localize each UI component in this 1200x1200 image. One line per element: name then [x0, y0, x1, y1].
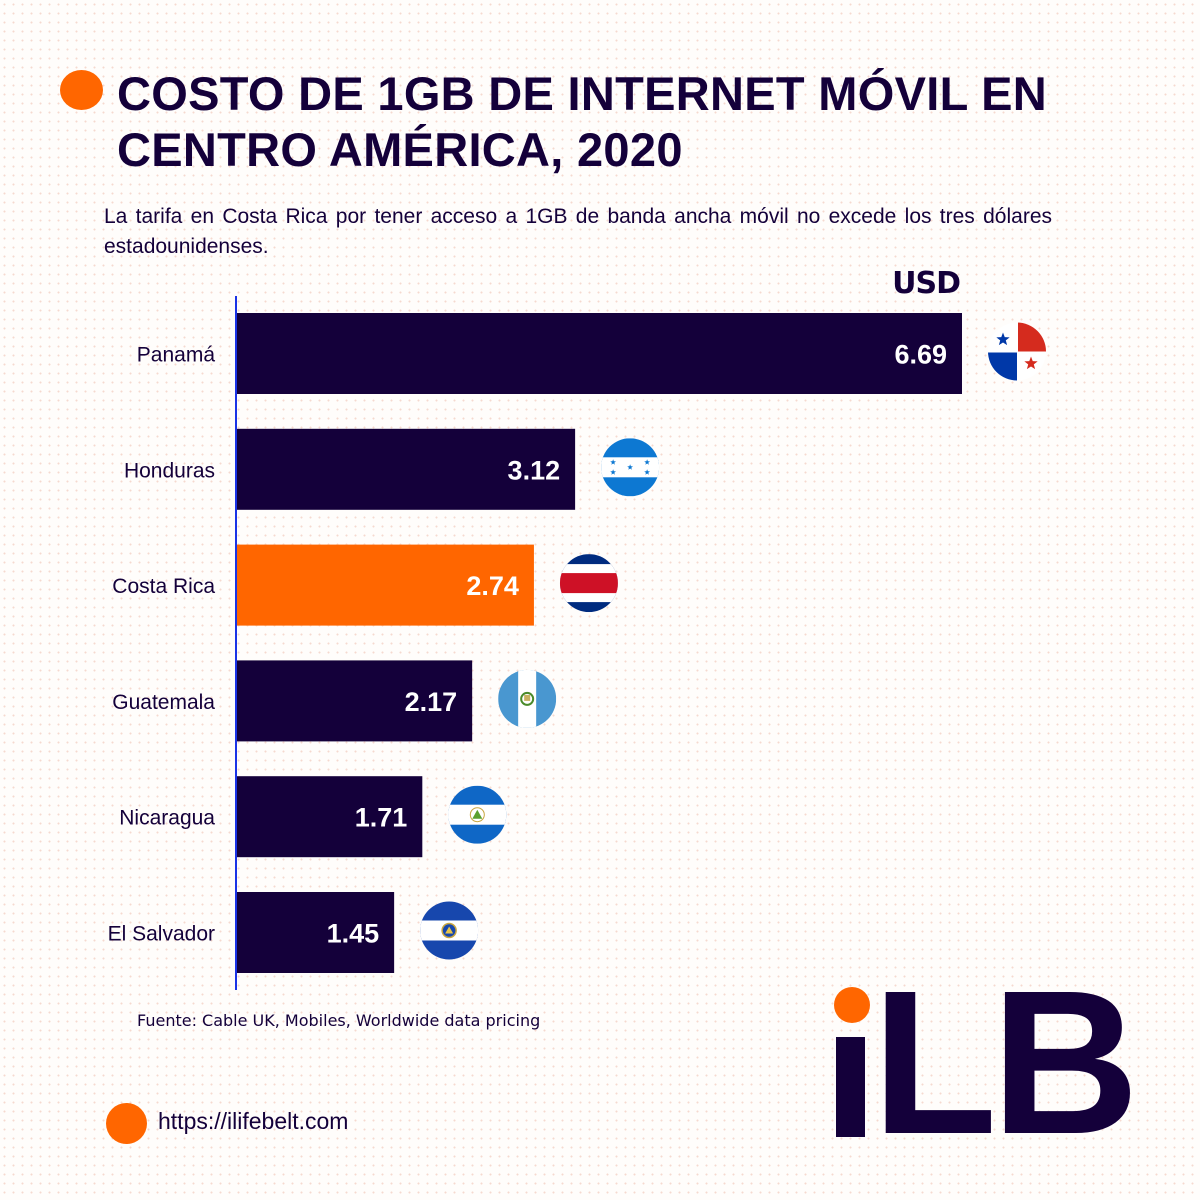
logo-text: LB: [872, 948, 1139, 1177]
website-link[interactable]: https://ilifebelt.com: [158, 1108, 349, 1134]
bar-chart: 6.69 Panamá 3.12 Honduras 2.74 Costa Rica 2.17…: [108, 296, 1046, 990]
title-bullet-dot: [60, 70, 103, 110]
honduras-flag-icon: [601, 438, 660, 497]
bar-value-label: 1.45: [327, 919, 380, 949]
logo-i-stem: [836, 1037, 865, 1137]
bar-value-label: 2.74: [466, 571, 519, 601]
subtitle: La tarifa en Costa Rica por tener acceso…: [104, 205, 1052, 258]
flag-body: [988, 322, 1046, 381]
flag-star: [644, 469, 650, 475]
flag-emblem: [520, 691, 535, 706]
bar-nicaragua: [237, 776, 423, 858]
flag-emblem: [469, 807, 485, 823]
category-label: Costa Rica: [112, 575, 215, 598]
source-note: Fuente: Cable UK, Mobiles, Worldwide dat…: [137, 1011, 541, 1030]
bar-honduras: [237, 428, 576, 510]
url-bullet-dot: [106, 1103, 147, 1144]
flag-star: [610, 459, 616, 465]
bar-panamá: [237, 313, 962, 394]
flag-stripe: [559, 573, 618, 594]
category-label: Nicaragua: [119, 807, 215, 830]
flag-body: [601, 438, 660, 497]
logo-dot: [834, 987, 870, 1023]
unit-label: USD: [892, 266, 961, 301]
flag-star: [627, 464, 633, 470]
flag-emblem: [472, 809, 483, 819]
flag-body: [420, 901, 479, 960]
bar-value-label: 3.12: [508, 455, 561, 485]
bar-value-label: 6.69: [894, 340, 947, 370]
bar-costa-rica: [237, 544, 534, 626]
el-salvador-flag-icon: [420, 901, 479, 960]
guatemala-flag-icon: [498, 669, 557, 728]
flag-star: [644, 459, 650, 465]
bar-value-label: 2.17: [405, 687, 458, 717]
flag-quarter: [988, 352, 1017, 381]
category-label: El Salvador: [108, 923, 215, 946]
category-label: Guatemala: [112, 691, 215, 714]
category-label: Panamá: [137, 344, 216, 367]
bar-value-label: 1.71: [355, 803, 408, 833]
flag-quarter: [1018, 322, 1046, 352]
flag-emblem: [524, 694, 531, 701]
bar-el-salvador: [237, 892, 395, 973]
bar-guatemala: [237, 660, 473, 742]
flag-body: [498, 669, 557, 728]
page-title: COSTO DE 1GB DE INTERNET MÓVIL EN CENTRO…: [117, 67, 1048, 176]
nicaragua-flag-icon: [448, 785, 507, 844]
flag-emblem: [445, 926, 454, 934]
panama-flag-icon: [988, 322, 1046, 381]
category-label: Honduras: [124, 459, 215, 482]
flag-star: [996, 332, 1010, 346]
flag-body: [559, 554, 618, 613]
flag-body: [448, 785, 507, 844]
flag-star: [1024, 356, 1038, 370]
costa-rica-flag-icon: [559, 554, 618, 613]
flag-star: [610, 469, 616, 475]
